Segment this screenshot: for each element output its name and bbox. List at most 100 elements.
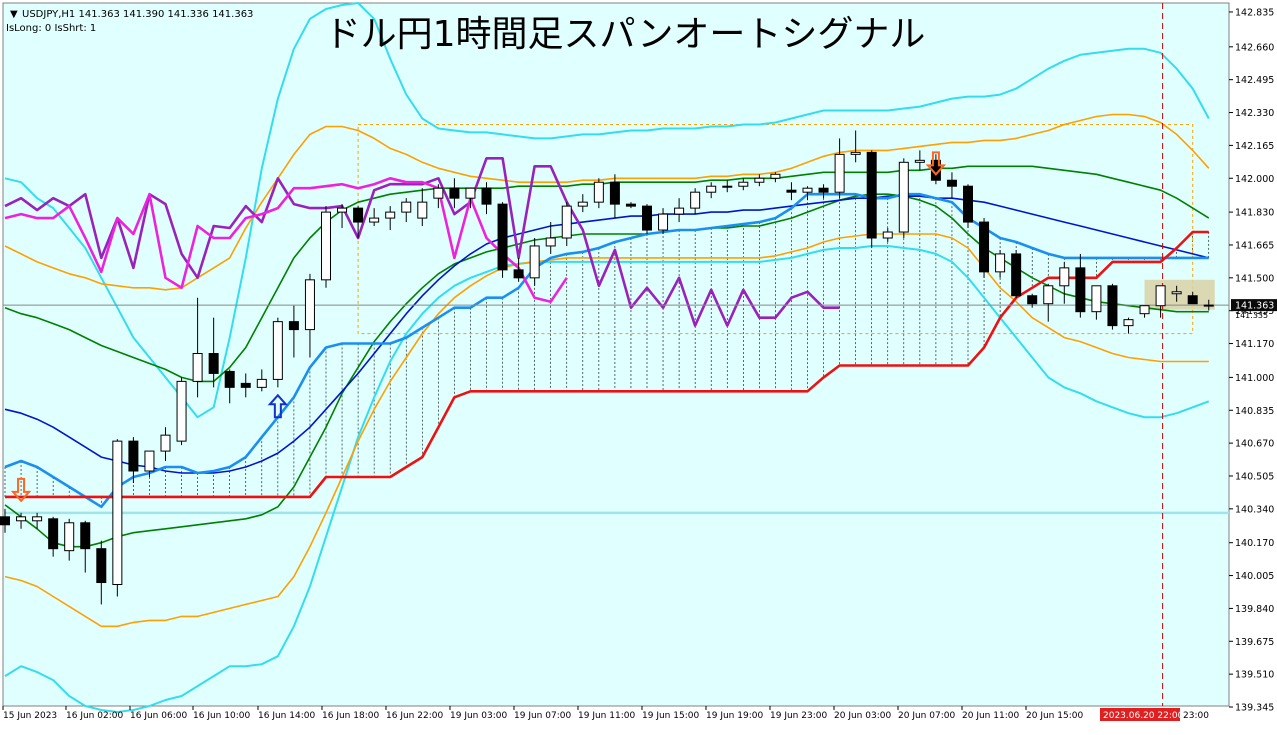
candle[interactable] [995,249,1006,278]
candle[interactable] [1011,249,1022,298]
y-tick-label: 142.165 [1235,141,1274,152]
candle[interactable] [625,202,636,209]
candle-body-bull [1203,304,1214,307]
candle-body-bull [545,237,556,247]
candle[interactable] [1043,283,1054,322]
candle[interactable] [963,184,973,229]
candle[interactable] [433,184,444,209]
candle[interactable] [353,206,364,238]
chart-title: ドル円1時間足スパンオートシグナル [325,14,926,55]
candle[interactable] [834,138,845,199]
candle[interactable] [1155,285,1166,318]
candle[interactable] [240,373,251,398]
candle[interactable] [1091,285,1102,320]
candle[interactable] [64,518,75,561]
candle[interactable] [593,178,604,209]
candle[interactable] [577,194,588,213]
candle[interactable] [112,439,123,597]
candle-body-bull [706,185,717,193]
candle-body-bull [834,153,845,193]
candle[interactable] [1123,317,1134,334]
candle[interactable] [529,237,540,286]
candle[interactable] [1059,261,1070,304]
y-tick-label: 139.510 [1235,670,1274,681]
candle[interactable] [1187,291,1198,305]
candle[interactable] [160,427,171,462]
candle[interactable] [754,174,765,187]
candle-body-bull [144,450,155,472]
candle[interactable] [96,540,107,605]
candle[interactable] [337,204,348,229]
tenkan-line [4,192,1209,509]
x-tick-label: 20 Jun 07:00 [898,711,955,721]
candle[interactable] [385,206,396,231]
candle[interactable] [417,188,428,227]
candle-body-bear [513,269,524,279]
candle-body-bull [160,434,171,452]
candle[interactable] [818,184,829,199]
candle[interactable] [706,182,717,199]
candle[interactable] [144,450,155,477]
candle[interactable] [1139,305,1150,318]
candle[interactable] [321,206,331,288]
candle-body-bear [946,179,957,187]
candle-body-bull [529,245,540,279]
candle[interactable] [850,130,861,163]
candle[interactable] [32,512,43,529]
candle[interactable] [914,150,925,171]
candle[interactable] [80,520,91,573]
candle[interactable] [866,150,877,248]
candle[interactable] [513,257,524,282]
candle[interactable] [256,369,267,392]
bollinger-outer-upper-line [4,2,1210,419]
candle[interactable] [1075,253,1086,318]
candle[interactable] [1027,293,1038,308]
candle[interactable] [208,317,219,388]
candle[interactable] [224,369,235,404]
candle-body-bear [288,321,299,331]
candle[interactable] [272,317,283,388]
chart-menu-triangle-icon[interactable]: ▼ [10,9,18,20]
candles-layer [0,130,1214,605]
candle[interactable] [722,180,733,193]
candle[interactable] [401,198,412,223]
candle[interactable] [0,508,10,533]
candle[interactable] [882,228,893,242]
candle[interactable] [449,178,460,209]
candle[interactable] [288,305,299,358]
candle[interactable] [1203,299,1214,311]
candle[interactable] [690,188,701,215]
candle[interactable] [898,158,909,238]
candle[interactable] [369,208,380,227]
candle[interactable] [658,208,669,235]
candle[interactable] [304,273,315,358]
plot-area[interactable] [3,3,1229,706]
candle[interactable] [770,172,781,183]
candle[interactable] [1171,285,1182,302]
candle[interactable] [481,182,492,215]
candle-body-bear [642,205,652,231]
candle-body-bear [0,516,10,526]
candle[interactable] [545,222,556,254]
candle[interactable] [465,187,476,209]
candle[interactable] [946,172,957,199]
candle[interactable] [738,178,749,191]
candle-body-bull [1091,285,1102,313]
candle[interactable] [979,218,990,278]
candle[interactable] [48,516,59,557]
candle[interactable] [642,204,652,235]
candle[interactable] [674,198,685,223]
candle[interactable] [497,202,508,278]
candle[interactable] [192,297,203,398]
candle[interactable] [1107,283,1118,330]
candle[interactable] [176,377,187,446]
candle[interactable] [802,186,813,201]
candle[interactable] [561,202,572,246]
candle-body-bull [64,522,75,552]
candle[interactable] [786,182,797,201]
candle[interactable] [16,512,27,529]
candle[interactable] [128,437,139,483]
candle-body-bull [561,205,572,239]
candle[interactable] [609,174,620,219]
